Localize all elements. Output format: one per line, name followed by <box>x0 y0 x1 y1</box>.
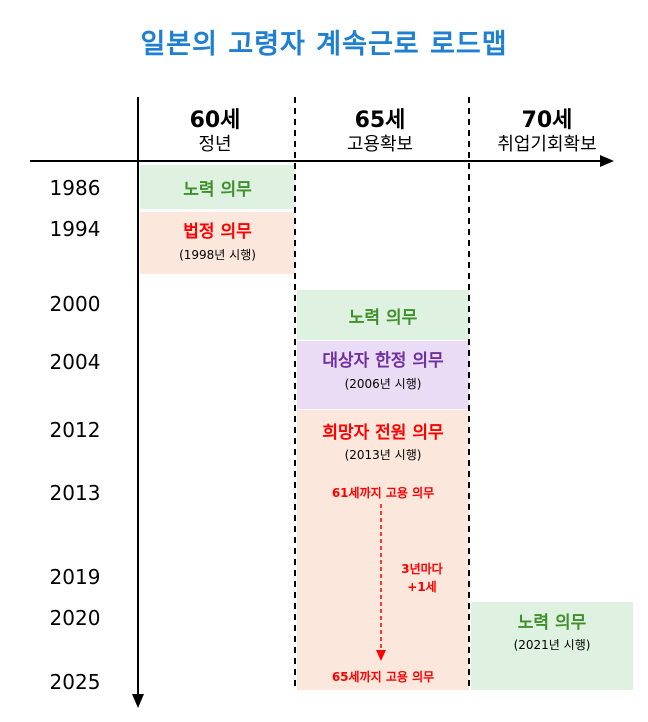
column-70-age: 70세 <box>521 108 573 133</box>
label-2025-65: 65세까지 고용 의무 <box>331 670 435 684</box>
diagram-title: 일본의 고령자 계속근로 로드맵 <box>140 29 508 60</box>
box-2020-70: 노력 의무 (2021년 시행) <box>471 602 633 690</box>
label-2019-line2: +1세 <box>407 580 437 594</box>
year-label: 1986 <box>49 176 101 200</box>
progression-arrowhead <box>376 650 386 661</box>
label-1986-60: 노력 의무 <box>183 180 252 200</box>
column-65-label: 고용확보 <box>346 134 414 155</box>
vertical-axis-arrowhead <box>132 694 144 708</box>
box-2012-2025-65: 희망자 전원 의무 (2013년 시행) 61세까지 고용 의무 3년마다 +1… <box>297 410 469 690</box>
label-2019-line1: 3년마다 <box>401 562 443 576</box>
label-2000-65: 노력 의무 <box>348 308 418 328</box>
year-label: 2012 <box>49 418 101 442</box>
box-2004-65: 대상자 한정 의무 (2006년 시행) <box>297 341 469 409</box>
column-60-label: 정년 <box>198 134 232 155</box>
year-label: 2025 <box>49 670 101 694</box>
note-2004-65: (2006년 시행) <box>344 377 422 391</box>
year-label: 2000 <box>49 292 101 316</box>
label-2012-65: 희망자 전원 의무 <box>322 423 444 443</box>
label-1994-60: 법정 의무 <box>183 222 252 242</box>
column-60-age: 60세 <box>189 108 241 133</box>
box-2000-65: 노력 의무 <box>297 290 469 340</box>
label-2004-65: 대상자 한정 의무 <box>322 351 444 371</box>
box-1994-60: 법정 의무 (1998년 시행) <box>140 212 295 274</box>
horizontal-axis-arrowhead <box>600 155 614 167</box>
box-1986-60: 노력 의무 <box>140 165 295 209</box>
label-2020-70: 노력 의무 <box>517 613 587 633</box>
note-2012-65: (2013년 시행) <box>344 448 422 462</box>
label-2013-65: 61세까지 고용 의무 <box>331 486 435 500</box>
year-label: 1994 <box>49 217 101 241</box>
column-70-label: 취업기회확보 <box>497 134 597 155</box>
year-label: 2013 <box>49 481 101 505</box>
note-1994-60: (1998년 시행) <box>179 248 256 262</box>
year-label: 2004 <box>49 350 101 374</box>
column-65-age: 65세 <box>354 108 406 133</box>
note-2020-70: (2021년 시행) <box>513 638 591 652</box>
year-label: 2019 <box>49 565 101 589</box>
year-label: 2020 <box>49 606 101 630</box>
